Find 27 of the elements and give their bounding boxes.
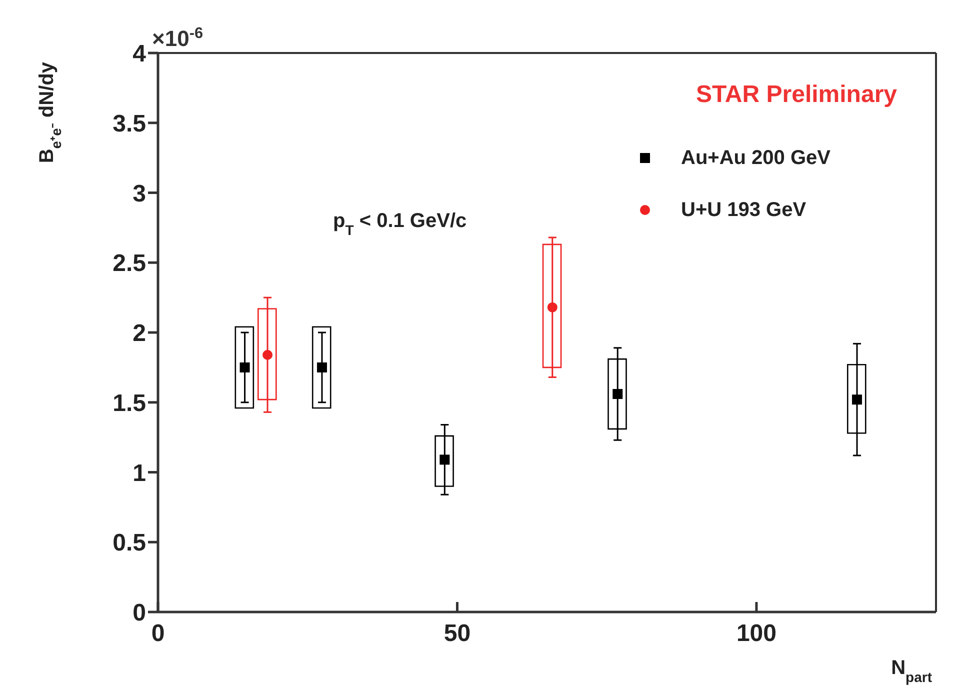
y-tick-label: 3: [132, 180, 146, 208]
point: [262, 350, 273, 360]
y-tick-label: 1.5: [112, 390, 146, 417]
y-tick-label: 3.5: [112, 110, 146, 138]
point: [240, 362, 250, 372]
x-axis-title: N$_{part}$: [891, 657, 932, 685]
y-tick-label: 2: [132, 320, 146, 348]
point: [612, 388, 623, 399]
legend-label: Au+Au 200 GeV: [681, 146, 831, 170]
bar: [234, 326, 254, 409]
y-tick-label: 1: [132, 460, 146, 487]
bar: [312, 326, 332, 409]
point: [316, 362, 327, 372]
annotation: p$_{T}$ < 0.1 GeV/c: [333, 210, 467, 238]
y-tick-label: 0: [132, 600, 146, 627]
x-tick-label: 0: [151, 620, 165, 648]
point: [440, 454, 450, 465]
annotation: STAR Preliminary: [696, 81, 898, 108]
y-tick-label: 0.5: [112, 530, 146, 557]
legend-label: U+U 193 GeV: [681, 198, 806, 222]
text: ×10$^{-6}$: [152, 24, 204, 51]
y-tick-label: 4: [132, 40, 147, 68]
x-tick-label: 100: [736, 620, 776, 648]
y-tick-label: 2.5: [112, 250, 146, 278]
point: [852, 394, 862, 405]
x-tick-label: 50: [444, 620, 471, 648]
point: [547, 302, 558, 312]
